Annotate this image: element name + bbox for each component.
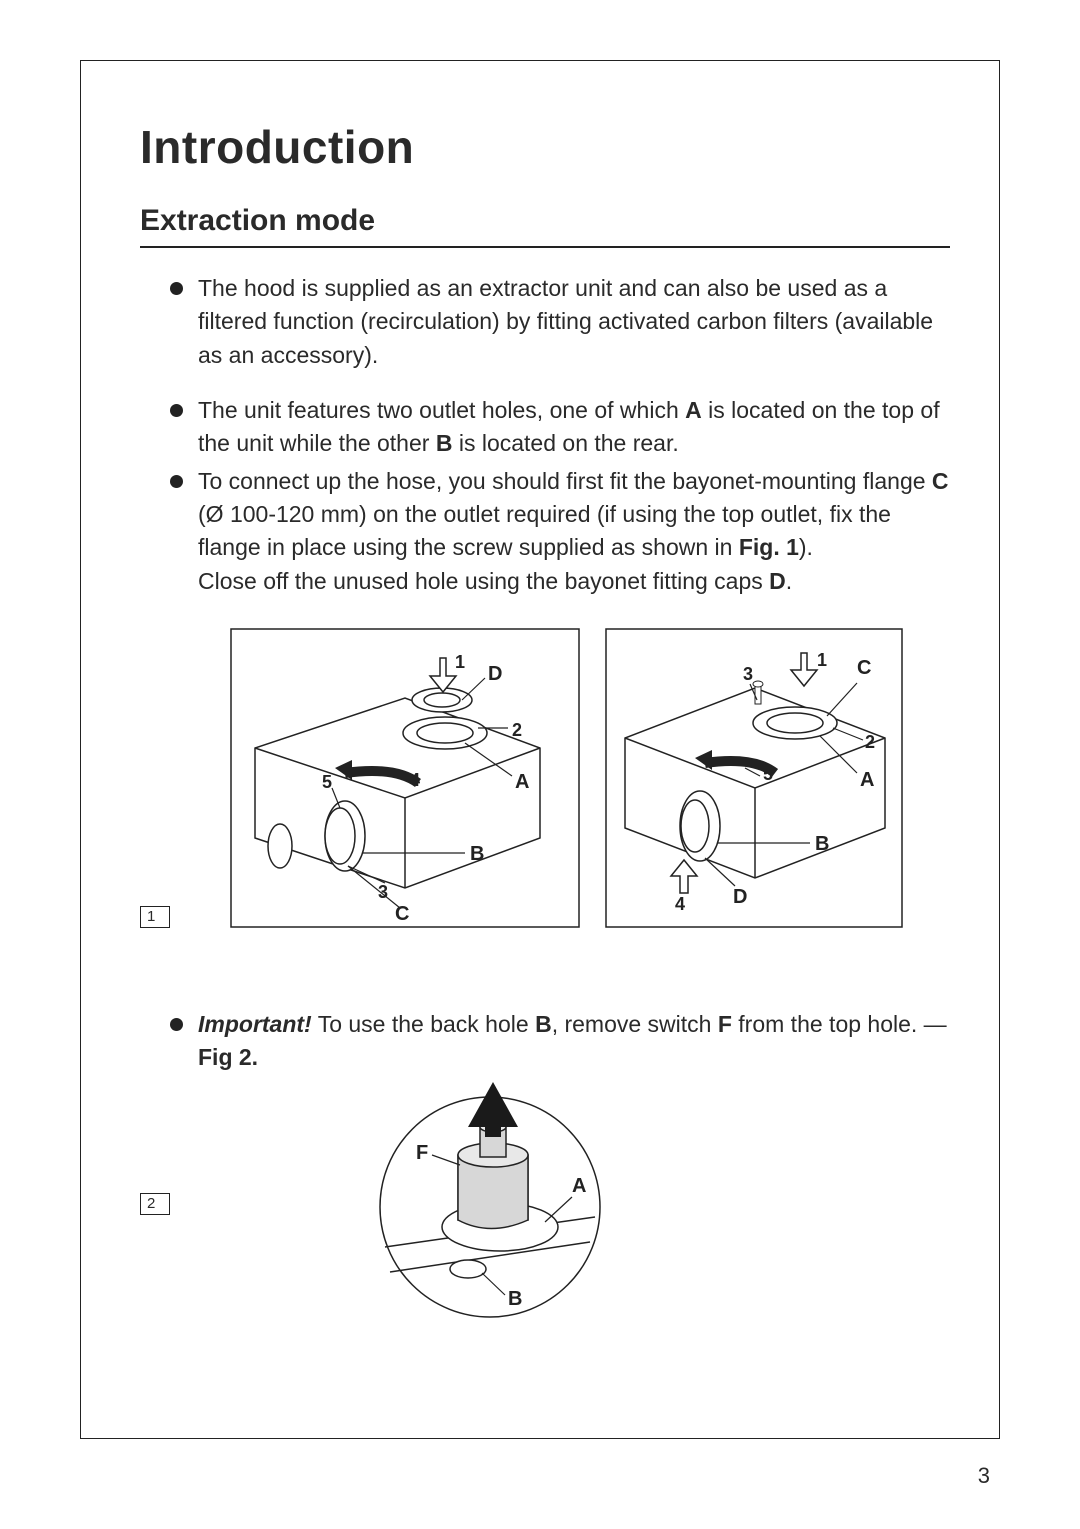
content: Introduction Extraction mode The hood is… [80,60,1000,1347]
num-2: 2 [512,720,522,740]
text: , remove switch [552,1011,718,1037]
figure-2-diagram: F A B [340,1077,640,1327]
h2-underline [140,246,950,248]
figure-1-right-diagram: 3 1 C 2 A 5 B 4 D [605,628,903,928]
important-label: Important! [198,1011,312,1037]
num-4: 4 [410,770,420,790]
text: To connect up the hose, you should first… [198,468,932,494]
lbl-b: B [815,833,829,855]
num-5: 5 [763,764,773,784]
fig-ref-2: Fig 2. [198,1044,258,1070]
num-5: 5 [322,772,332,792]
figure-number-2: 2 [140,1193,170,1215]
page-number: 3 [978,1463,990,1489]
label-f: F [718,1011,732,1037]
label-c: C [932,468,949,494]
label-a: A [685,397,702,423]
lbl-a: A [860,769,874,791]
fig-ref: Fig. 1 [739,534,799,560]
figure-2-block: Important! To use the back hole B, remov… [140,1008,950,1327]
lbl-b: B [470,843,484,865]
num-3: 3 [743,664,753,684]
bullet-item-3: To connect up the hose, you should first… [170,465,950,598]
bullet-item-1: The hood is supplied as an extractor uni… [170,272,950,372]
figure-number-1: 1 [140,906,170,928]
bullet-list: The hood is supplied as an extractor uni… [170,272,950,598]
text: The unit features two outlet holes, one … [198,397,685,423]
text: ). [799,534,813,560]
figure-1-left-diagram: 1 D 2 A 4 5 B 3 C [230,628,580,928]
text: from the top hole. — [732,1011,947,1037]
bullet-item-4: Important! To use the back hole B, remov… [170,1008,950,1075]
lbl-b: B [508,1288,522,1310]
lbl-c: C [857,657,871,679]
lbl-d: D [488,663,502,685]
num-4: 4 [675,894,685,914]
page: Introduction Extraction mode The hood is… [0,0,1080,1529]
text: Close off the unused hole using the bayo… [198,568,769,594]
num-1: 1 [817,650,827,670]
label-b: B [535,1011,552,1037]
lbl-a: A [572,1175,586,1197]
label-b: B [436,430,453,456]
text: To use the back hole [312,1011,535,1037]
title-h1: Introduction [140,120,950,174]
lbl-a: A [515,771,529,793]
figure-1-block: 1 [140,628,950,948]
text: . [786,568,792,594]
label-d: D [769,568,786,594]
num-2: 2 [865,732,875,752]
bullet-item-2: The unit features two outlet holes, one … [170,394,950,461]
bullet-list-2: Important! To use the back hole B, remov… [170,1008,950,1075]
lbl-f: F [416,1142,428,1164]
num-1: 1 [455,652,465,672]
text: is located on the rear. [452,430,678,456]
title-h2: Extraction mode [140,204,950,238]
lbl-d: D [733,886,747,908]
